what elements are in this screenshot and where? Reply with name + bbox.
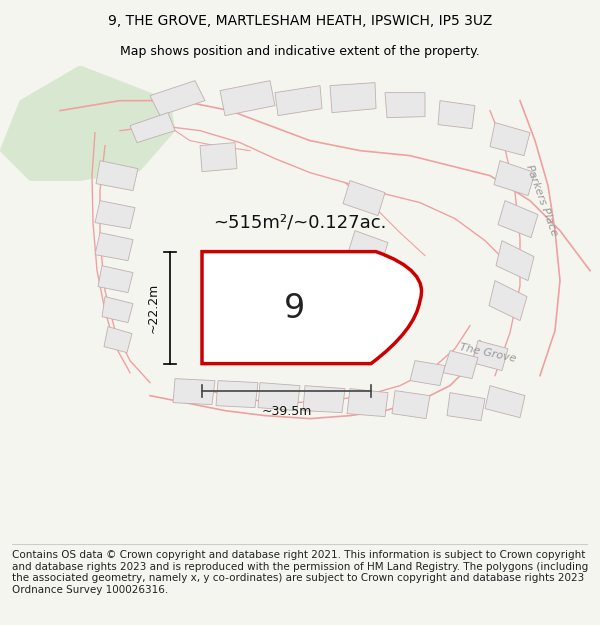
Text: 9, THE GROVE, MARTLESHAM HEATH, IPSWICH, IP5 3UZ: 9, THE GROVE, MARTLESHAM HEATH, IPSWICH,…	[108, 14, 492, 28]
Polygon shape	[343, 181, 385, 216]
Polygon shape	[490, 122, 530, 156]
Polygon shape	[485, 386, 525, 418]
Polygon shape	[275, 86, 322, 116]
Text: Parkers Place: Parkers Place	[524, 164, 560, 238]
Polygon shape	[130, 112, 175, 142]
Polygon shape	[150, 81, 205, 116]
Polygon shape	[104, 327, 132, 352]
Polygon shape	[102, 297, 133, 322]
Polygon shape	[498, 201, 538, 238]
Polygon shape	[443, 351, 478, 379]
Text: Contains OS data © Crown copyright and database right 2021. This information is : Contains OS data © Crown copyright and d…	[12, 550, 588, 595]
Polygon shape	[385, 92, 425, 118]
Polygon shape	[220, 81, 275, 116]
Polygon shape	[347, 389, 388, 417]
Polygon shape	[216, 381, 258, 408]
Polygon shape	[494, 161, 535, 196]
Text: ~39.5m: ~39.5m	[262, 404, 311, 418]
Polygon shape	[410, 361, 445, 386]
Text: ~22.2m: ~22.2m	[147, 282, 160, 332]
Polygon shape	[258, 382, 300, 411]
PathPatch shape	[202, 252, 422, 364]
Polygon shape	[496, 241, 534, 281]
Text: ~515m²/~0.127ac.: ~515m²/~0.127ac.	[214, 214, 386, 232]
Polygon shape	[95, 201, 135, 229]
Polygon shape	[95, 232, 133, 261]
Text: 9: 9	[284, 292, 305, 325]
Polygon shape	[438, 101, 475, 129]
Polygon shape	[0, 66, 175, 181]
Polygon shape	[303, 386, 345, 412]
Polygon shape	[96, 161, 138, 191]
Polygon shape	[330, 82, 376, 112]
Polygon shape	[173, 379, 215, 404]
Polygon shape	[447, 392, 485, 421]
Polygon shape	[472, 341, 508, 371]
Polygon shape	[200, 142, 237, 172]
Polygon shape	[392, 391, 430, 419]
Text: Map shows position and indicative extent of the property.: Map shows position and indicative extent…	[120, 44, 480, 58]
Text: The Grove: The Grove	[459, 342, 517, 364]
Polygon shape	[98, 266, 133, 292]
Polygon shape	[348, 231, 388, 264]
Polygon shape	[489, 281, 527, 321]
